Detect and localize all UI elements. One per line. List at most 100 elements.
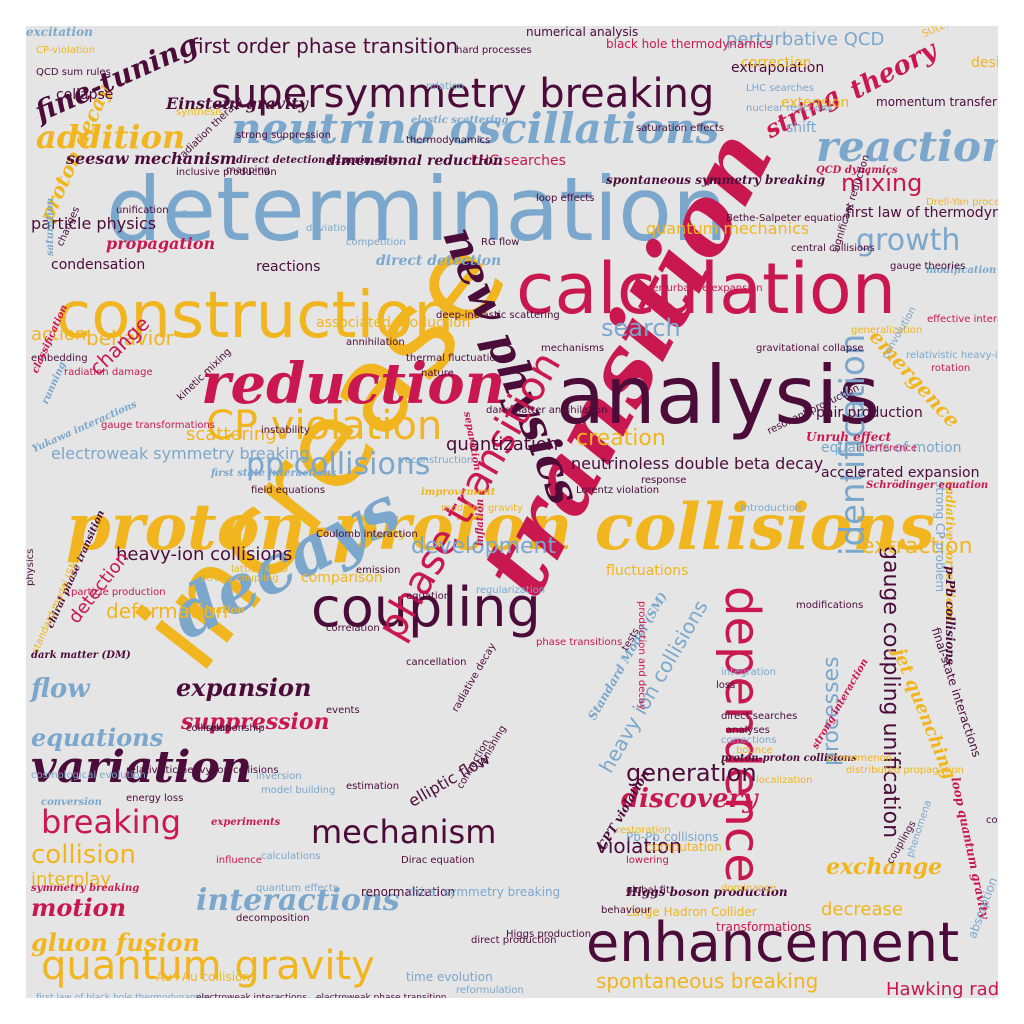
word-production-and-decay: production and decay: [636, 601, 647, 710]
word-generalization: generalization: [851, 325, 923, 336]
word-strong-suppression: strong suppression: [236, 130, 331, 141]
word-saturation-effects: saturation effects: [636, 123, 724, 134]
word-quantum-gravity: quantum gravity: [41, 943, 375, 989]
word-higgs-boson-production: Higgs boson production: [626, 885, 788, 899]
word-annihilation: annihilation: [346, 337, 405, 348]
word-hawking-radiation: Hawking radiation: [886, 979, 998, 999]
word-events: events: [326, 705, 360, 716]
word-extension: extension: [781, 95, 850, 111]
word-dark-matter-dm: dark matter (DM): [31, 650, 131, 661]
word-radiation-damage: radiation damage: [64, 367, 153, 378]
word-dirac-equation: Dirac equation: [401, 855, 475, 866]
word-direct-detection-experiments: direct detection experiments: [236, 155, 399, 166]
word-gauge-theories: gauge theories: [890, 261, 966, 272]
word-radiative-decay: radiative decay: [450, 641, 499, 714]
word-nature: nature: [421, 368, 454, 379]
word-analysis: analysis: [556, 349, 880, 442]
word-reformulation: reformulation: [456, 985, 524, 996]
word-lhc-searches: LHC searches: [746, 83, 814, 94]
word-computation: computation: [646, 840, 722, 854]
word-nuclear-reactions: nuclear reactions: [746, 103, 833, 114]
word-time-evolution: time evolution: [406, 970, 493, 984]
word-duality: duality: [366, 530, 405, 541]
word-quantum-effects: quantum effects: [256, 883, 339, 894]
word-equation: equation: [406, 591, 451, 602]
word-correction: correction: [741, 55, 812, 71]
word-interactions: interactions: [196, 883, 400, 918]
word-extrapolation: extrapolation: [731, 60, 825, 76]
word-deformation: deformation: [106, 599, 229, 623]
word-evaluation: evaluation: [186, 605, 245, 616]
word-action: action: [31, 324, 87, 345]
word-deep-inelastic-scattering: deep-inelastic scattering: [436, 310, 560, 321]
word-deviation: deviation: [306, 223, 353, 234]
word-accelerated-expansion: accelerated expansion: [821, 465, 980, 481]
word-conversion: conversion: [41, 797, 102, 808]
word-development: development: [411, 534, 557, 559]
word-collision: collision: [31, 840, 137, 870]
word-lowering: lowering: [626, 855, 669, 866]
word-localization: localization: [756, 775, 813, 786]
word-spontaneous-symmetry-breaking: spontaneous symmetry breaking: [606, 173, 826, 187]
word-momentum-transfer: momentum transfer: [876, 95, 997, 109]
word-loop-effects: loop effects: [536, 193, 595, 204]
word-cancellation: cancellation: [406, 657, 467, 668]
word-perturbative-expansion: perturbative expansion: [646, 283, 763, 294]
word-expansion: expansion: [176, 673, 312, 702]
word-first-law-of-thermodynamics: first law of thermodynamics: [846, 205, 998, 221]
word-competition: competition: [346, 237, 406, 248]
word-coupling: coupling: [311, 576, 541, 639]
word-perturbative-qcd: perturbative QCD: [726, 29, 885, 50]
word-thermal-fluctuations: thermal fluctuations: [406, 353, 508, 364]
word-violation: violation: [596, 834, 682, 858]
word-extraction: extraction: [861, 534, 973, 559]
word-field-equations: field equations: [251, 485, 326, 496]
word-neutrino-oscillations: neutrino oscillations: [231, 104, 720, 153]
word-cp-violation: CP-violation: [36, 45, 96, 56]
word-search: search: [601, 314, 681, 342]
word-dark-matter-annihilation: dark matter annihilation: [486, 405, 608, 416]
word-restoration: restoration: [616, 825, 671, 836]
word-estimation: estimation: [346, 781, 400, 792]
word-gauge-transformations: gauge transformations: [101, 420, 216, 431]
word-higgs-mechanism: Higgs mechanism: [271, 996, 360, 999]
word-equations: equations: [31, 723, 164, 752]
word-synthesis: synthesis: [176, 107, 224, 118]
word-transformations: transformations: [716, 920, 812, 934]
word-neutrinoless-double-beta-decay: neutrinoless double beta decay: [571, 454, 824, 473]
word-global-fit: global fit: [626, 885, 670, 896]
word-calculations: calculations: [261, 851, 321, 862]
word-emission: emission: [356, 565, 401, 576]
word-unification: unification: [116, 205, 169, 216]
word-pp-collisions: pp collisions: [246, 447, 431, 482]
word-enhancement: enhancement: [586, 911, 960, 974]
word-gluon-fusion: gluon fusion: [31, 928, 201, 957]
word-quantum-mechanics: quantum mechanics: [646, 219, 810, 238]
word-reconstruction: reconstruction: [401, 455, 474, 466]
word-unruh-effect: Unruh effect: [806, 430, 892, 444]
word-response: response: [641, 475, 687, 486]
word-flow: flow: [31, 674, 90, 704]
word-relativistic-heavy-ion-collisions: relativistic heavy-ion collisions: [906, 350, 998, 361]
word-dimensional-reduction: dimensional reduction: [326, 153, 504, 169]
word-black-hole-thermodynamics: black hole thermodynamics: [606, 37, 773, 51]
word-symmetry-breaking: symmetry breaking: [31, 883, 140, 894]
word-reactions: reactions: [256, 259, 321, 275]
word-renormalization: renormalization: [361, 885, 456, 899]
word-lattice-qcd: lattice QCD: [231, 564, 288, 575]
word-scattering: scattering: [186, 424, 277, 445]
word-rotation: rotation: [931, 363, 971, 374]
word-direct-searches: direct searches: [721, 711, 798, 722]
word-lorentz-violation: Lorentz violation: [576, 485, 660, 496]
word-introduction: introduction: [741, 503, 802, 514]
word-decrease: decrease: [821, 899, 903, 920]
word-inclusive-production: inclusive production: [176, 167, 277, 178]
word-model-building: model building: [261, 785, 336, 796]
word-phase-transitions: phase transitions: [536, 637, 623, 648]
word-exchange: exchange: [826, 854, 943, 880]
word-reaction: reaction: [816, 122, 998, 171]
word-equations-of-motion: equations of motion: [821, 440, 962, 456]
word-loss: loss: [716, 680, 736, 691]
word-discovery: discovery: [621, 784, 758, 814]
word-first-order-phase-transition: first order phase transition: [191, 34, 459, 58]
